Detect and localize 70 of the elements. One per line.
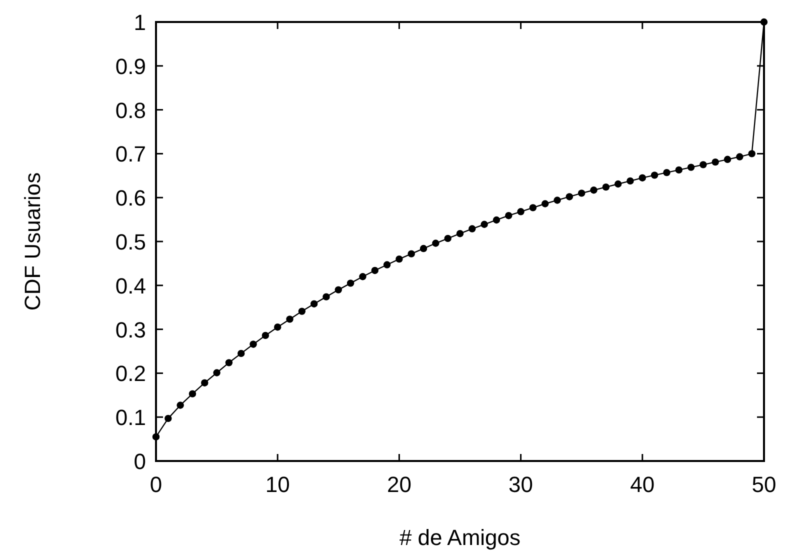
x-tick-label: 0 bbox=[150, 472, 162, 497]
point bbox=[614, 180, 622, 188]
point bbox=[310, 300, 318, 308]
point bbox=[371, 266, 378, 274]
point bbox=[274, 324, 282, 331]
point bbox=[176, 402, 184, 409]
point bbox=[213, 369, 220, 376]
x-tick-label: 40 bbox=[630, 472, 655, 497]
x-tick-label: 20 bbox=[386, 472, 412, 497]
point bbox=[700, 161, 707, 168]
point bbox=[408, 250, 415, 258]
point bbox=[517, 208, 524, 216]
point bbox=[334, 286, 342, 294]
point bbox=[480, 220, 488, 228]
y-tick-label: 0.8 bbox=[115, 98, 146, 123]
y-tick-label: 0.3 bbox=[115, 317, 146, 342]
y-tick-label: 0.7 bbox=[115, 142, 146, 167]
x-tick-label: 10 bbox=[265, 472, 290, 497]
y-tick-label: 1 bbox=[134, 10, 146, 35]
point bbox=[602, 183, 610, 191]
point bbox=[638, 174, 646, 182]
point bbox=[663, 168, 670, 176]
point bbox=[529, 204, 537, 212]
point bbox=[420, 244, 428, 252]
x-tick-label: 50 bbox=[752, 472, 776, 497]
y-tick-label: 0.5 bbox=[115, 230, 146, 254]
point bbox=[152, 433, 160, 440]
point bbox=[201, 379, 208, 386]
point bbox=[396, 255, 403, 263]
point bbox=[736, 153, 744, 160]
point bbox=[492, 216, 500, 224]
point bbox=[760, 18, 768, 26]
point bbox=[687, 164, 695, 171]
y-tick-label: 0.9 bbox=[115, 54, 146, 79]
point bbox=[359, 273, 366, 280]
y-tick-label: 0.1 bbox=[115, 405, 146, 430]
point bbox=[650, 172, 658, 179]
x-axis-title: # de Amigos bbox=[399, 525, 521, 550]
point bbox=[468, 225, 476, 232]
point bbox=[578, 190, 586, 197]
point bbox=[432, 240, 440, 247]
point bbox=[262, 332, 270, 340]
point bbox=[322, 293, 330, 300]
point bbox=[286, 316, 294, 323]
point bbox=[444, 234, 452, 242]
point bbox=[590, 186, 598, 194]
x-tick-label: 30 bbox=[508, 472, 534, 497]
y-tick-label: 0.4 bbox=[115, 273, 146, 298]
y-tick-label: 0 bbox=[134, 449, 146, 474]
point bbox=[748, 150, 756, 158]
point bbox=[456, 230, 464, 238]
point bbox=[346, 280, 354, 287]
point bbox=[383, 261, 391, 268]
point bbox=[225, 359, 233, 366]
point bbox=[505, 212, 512, 220]
point bbox=[238, 350, 245, 358]
point bbox=[626, 177, 634, 185]
point bbox=[724, 156, 732, 164]
point bbox=[164, 414, 172, 422]
y-tick-label: 0.2 bbox=[115, 361, 146, 386]
y-axis-title: CDF Usuarios bbox=[20, 172, 45, 311]
point bbox=[298, 308, 306, 315]
point bbox=[542, 200, 549, 208]
point bbox=[250, 340, 257, 348]
y-tick-label: 0.6 bbox=[115, 186, 146, 211]
point bbox=[712, 158, 719, 166]
point bbox=[554, 196, 561, 204]
point bbox=[675, 166, 682, 174]
point bbox=[566, 193, 574, 200]
point bbox=[188, 390, 196, 398]
